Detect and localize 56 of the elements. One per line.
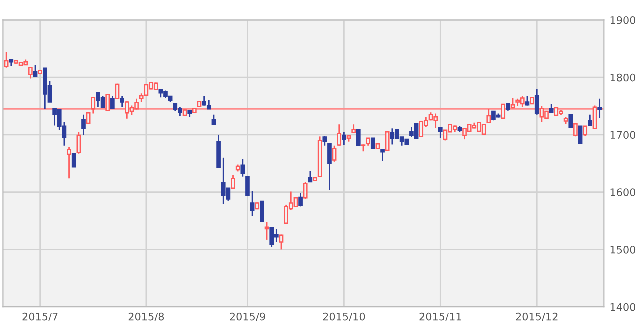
x-tick-label: 2015/8 — [128, 312, 164, 322]
candlestick — [82, 114, 86, 136]
candlestick — [332, 145, 337, 163]
candlestick — [486, 108, 492, 124]
candlestick — [438, 126, 443, 140]
x-tick-label: 2015/11 — [420, 312, 462, 322]
candlestick — [328, 142, 332, 191]
y-tick-label: 1900 — [610, 16, 636, 24]
y-tick-label: 1600 — [610, 188, 636, 196]
candlestick — [212, 114, 216, 126]
y-tick-label: 1700 — [610, 131, 636, 140]
candlestick — [370, 138, 376, 150]
candlestick — [110, 95, 115, 110]
candlestick — [115, 83, 120, 100]
candlestick — [86, 112, 91, 124]
candlestick — [231, 174, 236, 190]
candlestick — [356, 129, 361, 146]
candlestick — [260, 200, 264, 222]
candlestick — [308, 170, 313, 183]
candlestick — [120, 96, 124, 108]
candlestick — [583, 126, 588, 137]
candlestick — [33, 64, 38, 78]
x-tick-label: 2015/10 — [323, 312, 366, 322]
candlestick — [592, 105, 598, 130]
candlestick — [298, 192, 303, 208]
candlestick — [342, 131, 346, 146]
candlestick — [72, 153, 76, 168]
candlestick — [91, 96, 96, 114]
x-tick-label: 2015/12 — [516, 312, 558, 322]
y-tick-label: 1500 — [610, 246, 636, 254]
candlestick — [279, 234, 284, 250]
candlestick — [322, 135, 328, 147]
candlestick — [578, 126, 583, 144]
y-tick-label: 1400 — [610, 303, 636, 312]
candlestick — [598, 98, 602, 120]
candlestick — [337, 124, 342, 147]
candlestick — [240, 158, 246, 178]
candlestick — [246, 176, 250, 196]
candlestick — [568, 114, 574, 128]
candlestick — [588, 114, 592, 128]
candlestick — [380, 149, 385, 162]
candlestick — [574, 123, 578, 138]
x-tick-label: 2015/9 — [230, 312, 266, 322]
candlestick — [385, 131, 390, 152]
candlestick — [76, 131, 82, 155]
candlestick — [525, 96, 530, 106]
candlestick — [106, 94, 110, 112]
candlestick — [303, 181, 308, 200]
y-tick-label: 1800 — [610, 74, 636, 82]
candlestick — [501, 104, 506, 119]
candlestick — [264, 221, 270, 241]
x-tick-label: 2015/7 — [22, 312, 58, 322]
candlestick — [67, 146, 72, 180]
candlestick — [28, 66, 33, 80]
candlestick — [250, 190, 255, 218]
candlestick — [534, 88, 540, 116]
